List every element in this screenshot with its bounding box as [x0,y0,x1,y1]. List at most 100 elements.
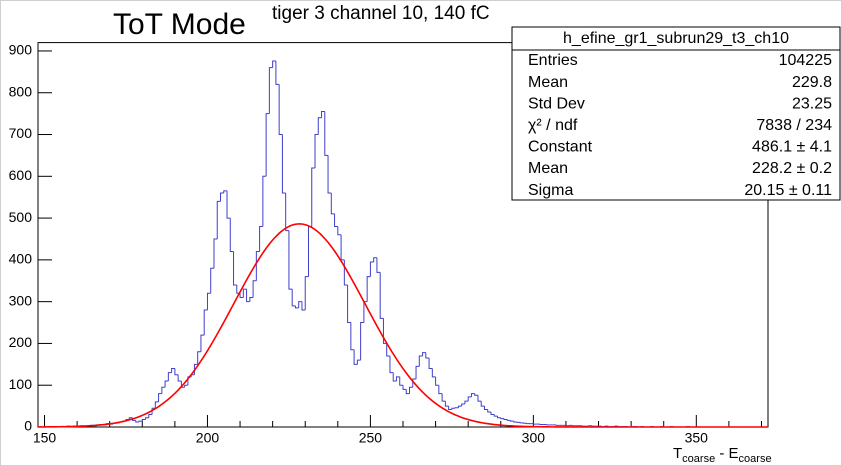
histogram-bin [405,389,410,395]
stats-name: Constant [528,139,593,156]
histogram-bin [158,393,162,402]
y-tick-label: 700 [9,125,33,141]
histogram-bin [418,355,423,367]
x-label-part: coarse [739,453,772,465]
histogram-bin [184,384,188,388]
x-label-part: - E [715,445,738,462]
histogram-bin [252,280,257,298]
histogram-bin [275,60,280,85]
x-tick-label: 250 [359,430,383,446]
histogram-bin [490,411,495,415]
histogram-bin [288,230,293,290]
histogram-bin [281,134,286,194]
histogram-bin [265,113,270,177]
histogram-bin [203,309,208,336]
histogram-bin [278,84,283,136]
histogram-bin [337,226,342,236]
histogram-bin [220,192,224,202]
histogram-bin [487,409,491,413]
histogram-bin [389,355,394,374]
histogram-bin [223,190,228,194]
histogram-bin [382,318,387,344]
histogram-bin [422,352,426,356]
stats-name: Std Dev [528,95,585,112]
histogram-bin [242,288,247,298]
histogram-bin [510,420,514,422]
stats-value: 229.8 [792,74,832,91]
histogram-bin [164,380,169,388]
histogram-bin [425,352,430,359]
histogram-bin [493,414,498,417]
histogram-bin [379,272,384,319]
histogram-bin [200,334,205,352]
y-tick-label: 300 [9,292,33,308]
stats-name: Entries [528,52,578,69]
y-tick-label: 400 [9,251,33,267]
histogram-bin [197,351,201,365]
histogram-bin [373,257,377,262]
histogram-bin [353,349,358,365]
histogram-bin [216,200,221,239]
histogram-bin [239,293,244,298]
histogram-bin [311,167,316,227]
histogram-bin [347,284,351,324]
histogram-bin [392,372,397,382]
histogram-bin [330,193,335,215]
histogram-bin [148,413,153,418]
histogram-bin [262,175,267,227]
chart-title: ToT Mode [113,8,246,41]
y-tick-label: 500 [9,209,33,225]
x-axis-label: Tcoarse - Ecoarse [673,445,772,465]
histogram-bin [285,193,289,232]
histogram-bin [470,393,475,397]
x-label-part: T [673,445,682,462]
histogram-bin [304,276,309,311]
stats-name: Sigma [528,182,573,199]
histogram-bin [444,401,449,407]
histogram-bin [294,305,299,309]
histogram-bin [161,386,166,394]
histogram-bin [431,368,436,378]
histogram-bin [360,322,364,361]
histogram-bin [500,417,505,420]
histogram-bin [448,406,452,410]
y-tick-label: 200 [9,334,33,350]
chart-subtitle: tiger 3 channel 10, 140 fC [272,3,490,24]
stats-value: 23.25 [792,95,832,112]
x-tick-label: 200 [196,430,220,446]
y-tick-label: 100 [9,376,33,392]
histogram-bin [415,365,420,379]
stats-title: h_efine_gr1_subrun29_t3_ch10 [563,30,789,47]
histogram-bin [366,276,371,302]
histogram-bin [464,400,469,405]
histogram-bin [138,420,143,422]
y-tick-label: 900 [9,42,33,58]
histogram-bin [145,417,149,420]
histogram-bin [314,134,319,168]
histogram-bin [154,401,159,409]
histogram-bin [229,218,234,253]
histogram-bin [386,343,390,357]
x-tick-label: 300 [522,430,546,446]
histogram-bin [298,301,302,308]
x-tick-label: 150 [33,430,57,446]
histogram-bin [356,359,361,365]
histogram-bin [213,238,218,269]
histogram-bin [438,385,443,395]
x-label-part: coarse [682,453,715,465]
histogram-bin [317,117,322,135]
histogram-bin [255,251,260,281]
histogram-bin [497,416,501,419]
histogram-bin [206,292,211,311]
histogram-bin [226,190,231,219]
histogram-bin [141,418,146,422]
histogram-bin [395,376,400,382]
y-tick-label: 600 [9,167,33,183]
histogram-bin [402,385,407,390]
histogram-bin [177,374,182,382]
histogram-bin [412,378,417,388]
stats-value: 228.2 ± 0.2 [752,160,832,177]
histogram-bin [461,403,465,407]
histogram-bin [513,421,518,423]
